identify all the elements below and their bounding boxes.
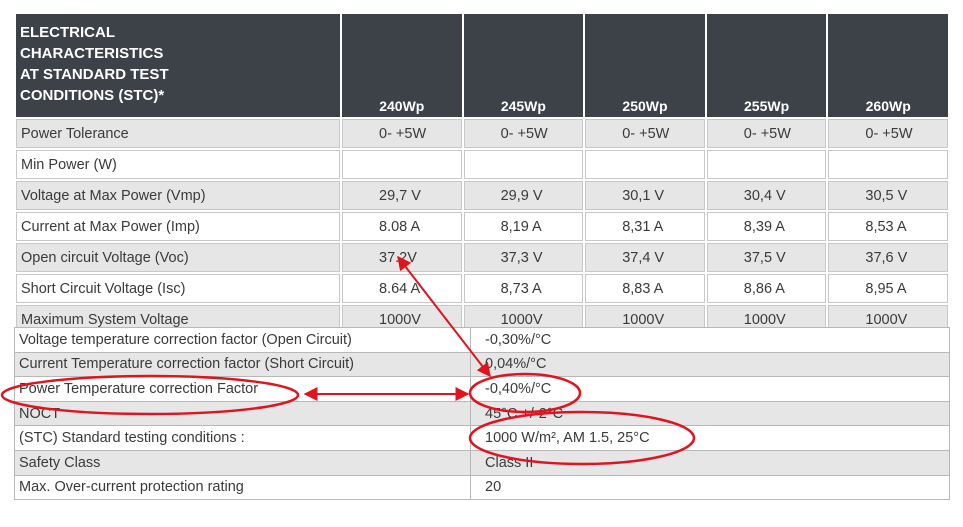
title-line: CHARACTERISTICS <box>20 45 164 62</box>
value-highlight-ellipse <box>468 372 582 414</box>
cell-value: 8,95 A <box>828 274 948 303</box>
cell-value: 8,86 A <box>706 274 827 303</box>
row-voltage-temp-coef: Voltage temperature correction factor (O… <box>14 327 950 353</box>
stc-highlight-ellipse <box>468 410 696 466</box>
cell-value <box>828 150 948 179</box>
cell-value: 30,4 V <box>706 181 827 210</box>
cell-value: 0- +5W <box>342 119 462 148</box>
cell-value <box>706 150 827 179</box>
row-label: Power Tolerance <box>16 119 340 148</box>
row-label: Max. Over-current protection rating <box>14 474 471 501</box>
cell-value <box>463 150 584 179</box>
cell-value: 1000 W/m², AM 1.5, 25°C <box>470 425 950 451</box>
row-safety-class: Safety Class Class II <box>14 449 950 476</box>
row-label: Min Power (W) <box>16 150 340 179</box>
row-label: Current at Max Power (Imp) <box>16 212 340 241</box>
row-label: Voltage at Max Power (Vmp) <box>16 181 340 210</box>
cell-value: -0,30%/°C <box>470 327 950 353</box>
model-header-250: 250Wp <box>585 14 705 117</box>
row-label: Open circuit Voltage (Voc) <box>16 243 340 272</box>
cell-value: 8.08 A <box>342 212 462 241</box>
cell-value: 8,31 A <box>585 212 705 241</box>
cell-value: 0- +5W <box>706 119 827 148</box>
cell-value: 8,53 A <box>828 212 948 241</box>
cell-value: 0- +5W <box>463 119 584 148</box>
cell-value <box>585 150 705 179</box>
cell-value: 30,1 V <box>585 181 705 210</box>
cell-value: 29,9 V <box>463 181 584 210</box>
table-title: ELECTRICAL CHARACTERISTICS AT STANDARD T… <box>16 14 340 117</box>
row-label: Safety Class <box>14 449 471 476</box>
cell-value: 30,5 V <box>828 181 948 210</box>
cell-value: 37,3 V <box>463 243 584 272</box>
title-line: ELECTRICAL <box>20 24 115 41</box>
cell-value: 0- +5W <box>585 119 705 148</box>
row-label: Short Circuit Voltage (Isc) <box>16 274 340 303</box>
cell-value: 8,39 A <box>706 212 827 241</box>
label-highlight-ellipse <box>0 374 300 416</box>
row-imp: Current at Max Power (Imp) 8.08 A 8,19 A… <box>16 212 948 241</box>
cell-value: 37,4 V <box>585 243 705 272</box>
cell-value: 29,7 V <box>342 181 462 210</box>
cell-value: 20 <box>470 474 950 501</box>
row-current-temp-coef: Current Temperature correction factor (S… <box>14 351 950 378</box>
cell-value: 8,19 A <box>463 212 584 241</box>
title-line: CONDITIONS (STC)* <box>20 87 165 104</box>
cell-value: 37,5 V <box>706 243 827 272</box>
connector-arrow-diagonal <box>397 255 491 378</box>
model-header-240: 240Wp <box>342 14 462 117</box>
header-row: ELECTRICAL CHARACTERISTICS AT STANDARD T… <box>16 14 948 117</box>
cell-value: 0,04%/°C <box>470 351 950 378</box>
row-min-power: Min Power (W) <box>16 150 948 179</box>
row-vmp: Voltage at Max Power (Vmp) 29,7 V 29,9 V… <box>16 181 948 210</box>
row-label: Current Temperature correction factor (S… <box>14 351 471 378</box>
row-overcurrent-rating: Max. Over-current protection rating 20 <box>14 474 950 501</box>
row-power-tolerance: Power Tolerance 0- +5W 0- +5W 0- +5W 0- … <box>16 119 948 148</box>
model-header-245: 245Wp <box>463 14 584 117</box>
model-header-255: 255Wp <box>706 14 827 117</box>
cell-value: 8,83 A <box>585 274 705 303</box>
cell-value <box>342 150 462 179</box>
title-line: AT STANDARD TEST <box>20 66 169 83</box>
model-header-260: 260Wp <box>828 14 948 117</box>
cell-value: 37,6 V <box>828 243 948 272</box>
cell-value: 0- +5W <box>828 119 948 148</box>
